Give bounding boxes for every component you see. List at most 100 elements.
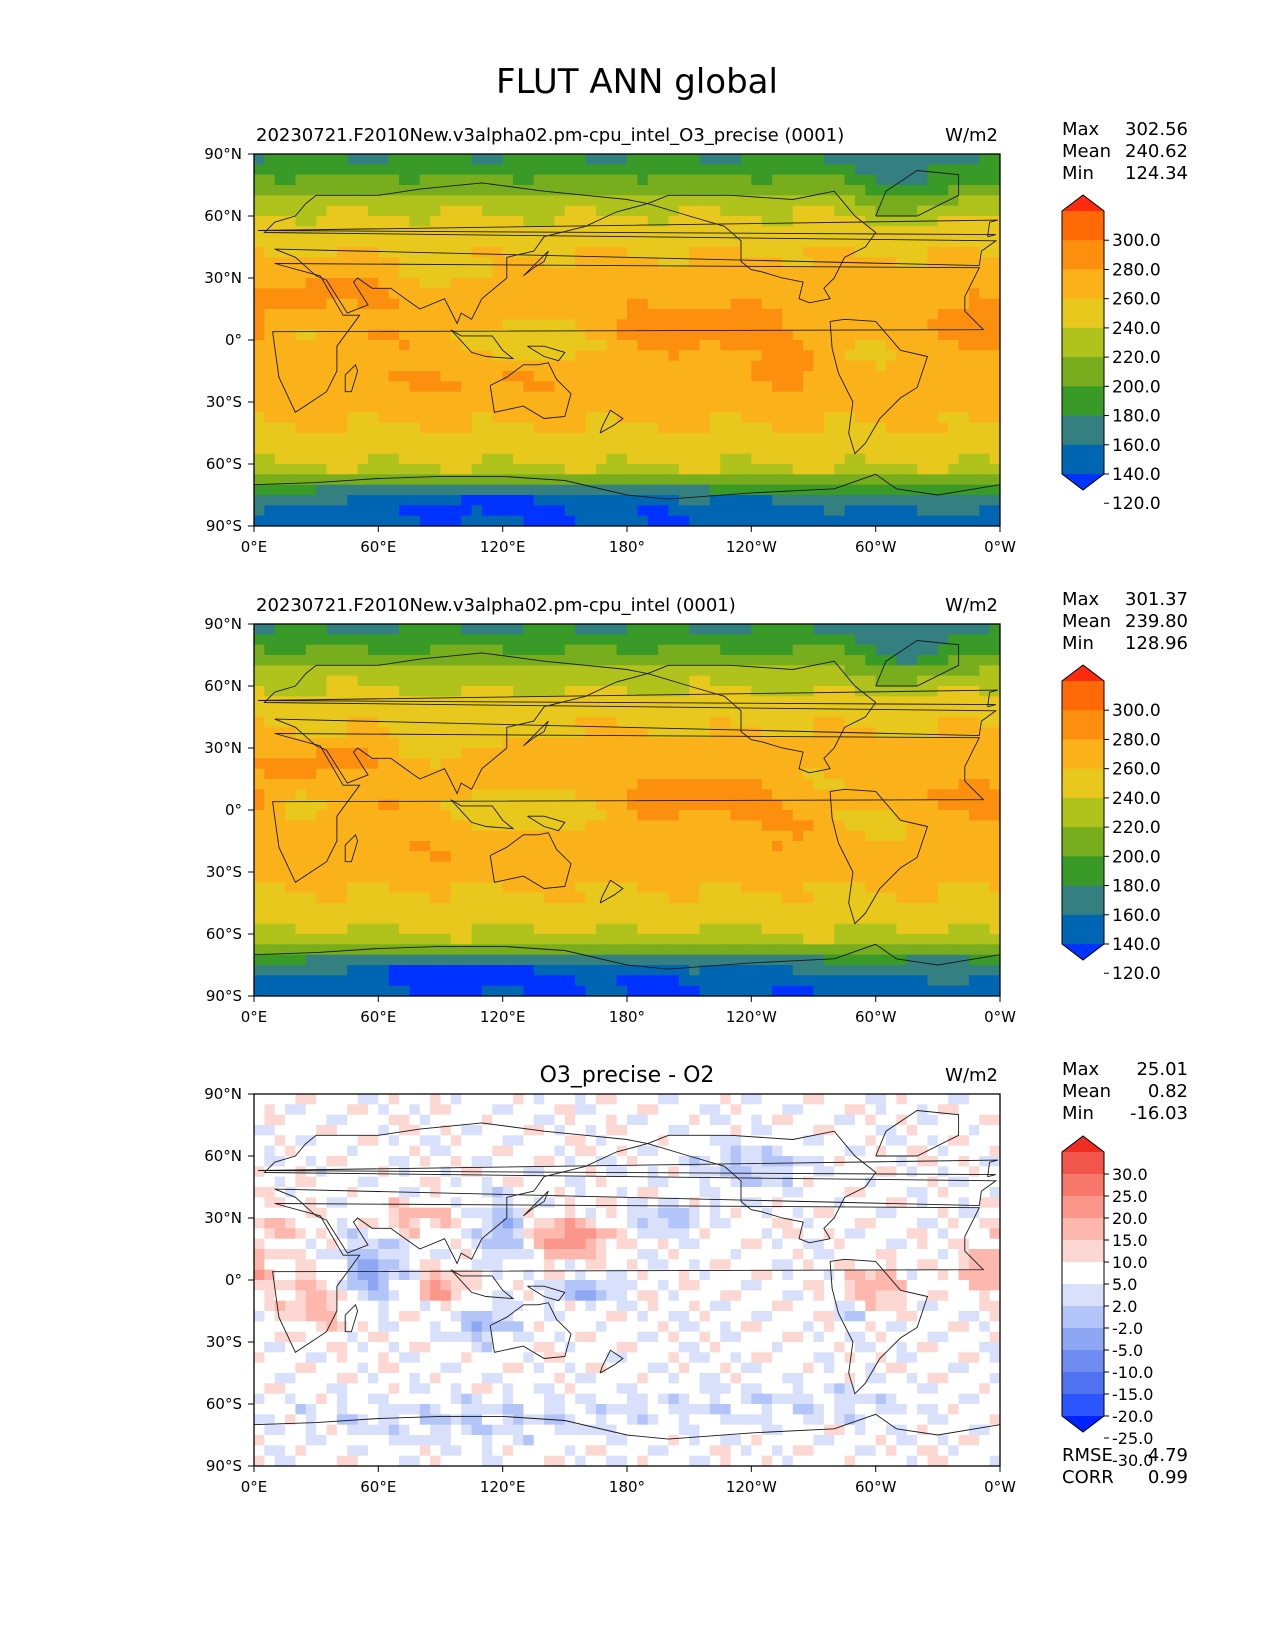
field-cell (399, 727, 411, 739)
field-cell (637, 185, 649, 196)
field-cell (461, 298, 473, 310)
field-cell (803, 686, 815, 697)
field-cell (844, 164, 856, 176)
field-cell (533, 381, 545, 393)
field-cell (740, 655, 752, 666)
field-cell (730, 748, 742, 759)
field-cell (896, 789, 908, 801)
field-cell (637, 913, 649, 925)
field-cell (554, 350, 566, 362)
panel-test: 20230721.F2010New.v3alpha02.pm-cpu_intel… (204, 119, 1188, 556)
field-cell (948, 350, 960, 362)
field-cell (513, 267, 524, 279)
field-cell (917, 789, 929, 801)
field-cell (440, 350, 452, 362)
field-cell (533, 706, 545, 718)
field-cell (575, 634, 587, 646)
field-cell (865, 412, 877, 424)
field-cell (958, 309, 970, 320)
field-cell (533, 329, 545, 341)
field-cell (440, 717, 452, 728)
field-cell (751, 464, 763, 475)
field-cell (616, 154, 628, 165)
field-cell (399, 402, 411, 413)
field-cell (461, 515, 473, 526)
field-cell (409, 758, 421, 770)
field-cell (595, 402, 607, 413)
field-cell (937, 257, 949, 269)
field-cell (761, 934, 773, 945)
field-cell (419, 267, 431, 279)
field-cell (813, 154, 825, 165)
field-cell (616, 841, 628, 852)
map-field (254, 154, 1000, 526)
field-cell (585, 247, 597, 258)
field-cell (378, 453, 390, 465)
field-cell (886, 768, 897, 780)
field-cell (699, 205, 711, 217)
field-cell (782, 903, 794, 914)
field-cell (709, 174, 721, 186)
field-cell (709, 748, 721, 759)
field-cell (295, 278, 307, 289)
field-cell (564, 830, 576, 842)
field-cell (544, 422, 556, 434)
field-cell (917, 665, 929, 677)
field-cell (927, 495, 939, 506)
field-cell (699, 717, 711, 728)
field-cell (409, 309, 421, 320)
field-cell (347, 830, 359, 842)
field-cell (285, 360, 297, 372)
field-cell (388, 779, 400, 790)
field-cell (533, 634, 545, 646)
field-cell (989, 675, 1000, 687)
field-cell (274, 737, 286, 749)
field-cell (595, 288, 607, 300)
field-cell (730, 696, 742, 708)
field-cell (844, 195, 856, 207)
field-cell (461, 433, 473, 444)
field-cell (316, 675, 328, 687)
field-cell (502, 402, 514, 413)
field-cell (575, 748, 587, 759)
coastline (272, 263, 985, 413)
field-cell (668, 278, 680, 289)
field-cell (502, 505, 514, 517)
field-cell (357, 278, 369, 289)
field-cell (658, 934, 670, 945)
field-cell (367, 474, 379, 486)
field-cell (326, 360, 338, 372)
field-cell (958, 799, 970, 811)
field-cell (875, 226, 887, 238)
field-cell (347, 717, 359, 728)
field-cell (740, 391, 752, 403)
field-cell (896, 820, 908, 832)
stat-min: 124.34 (1125, 163, 1188, 184)
field-cell (772, 655, 784, 666)
field-cell (948, 422, 960, 434)
field-cell (285, 412, 297, 424)
field-cell (689, 453, 701, 465)
field-cell (689, 495, 701, 506)
field-cell (637, 278, 649, 289)
field-cell (751, 495, 763, 506)
field-cell (813, 402, 825, 413)
field-cell (481, 644, 493, 656)
field-cell (709, 820, 721, 832)
field-cell (492, 634, 504, 646)
field-cell (523, 727, 535, 739)
field-cell (637, 758, 649, 770)
field-cell (948, 861, 960, 873)
field-cell (803, 350, 815, 362)
field-cell (481, 298, 493, 310)
field-cell (699, 371, 711, 382)
field-cell (865, 934, 877, 945)
field-cell (544, 644, 556, 656)
field-cell (792, 371, 804, 382)
field-cell (606, 789, 618, 801)
field-cell (906, 226, 918, 238)
field-cell (533, 686, 545, 697)
field-cell (647, 288, 659, 300)
field-cell (378, 655, 390, 666)
field-cell (647, 861, 659, 873)
